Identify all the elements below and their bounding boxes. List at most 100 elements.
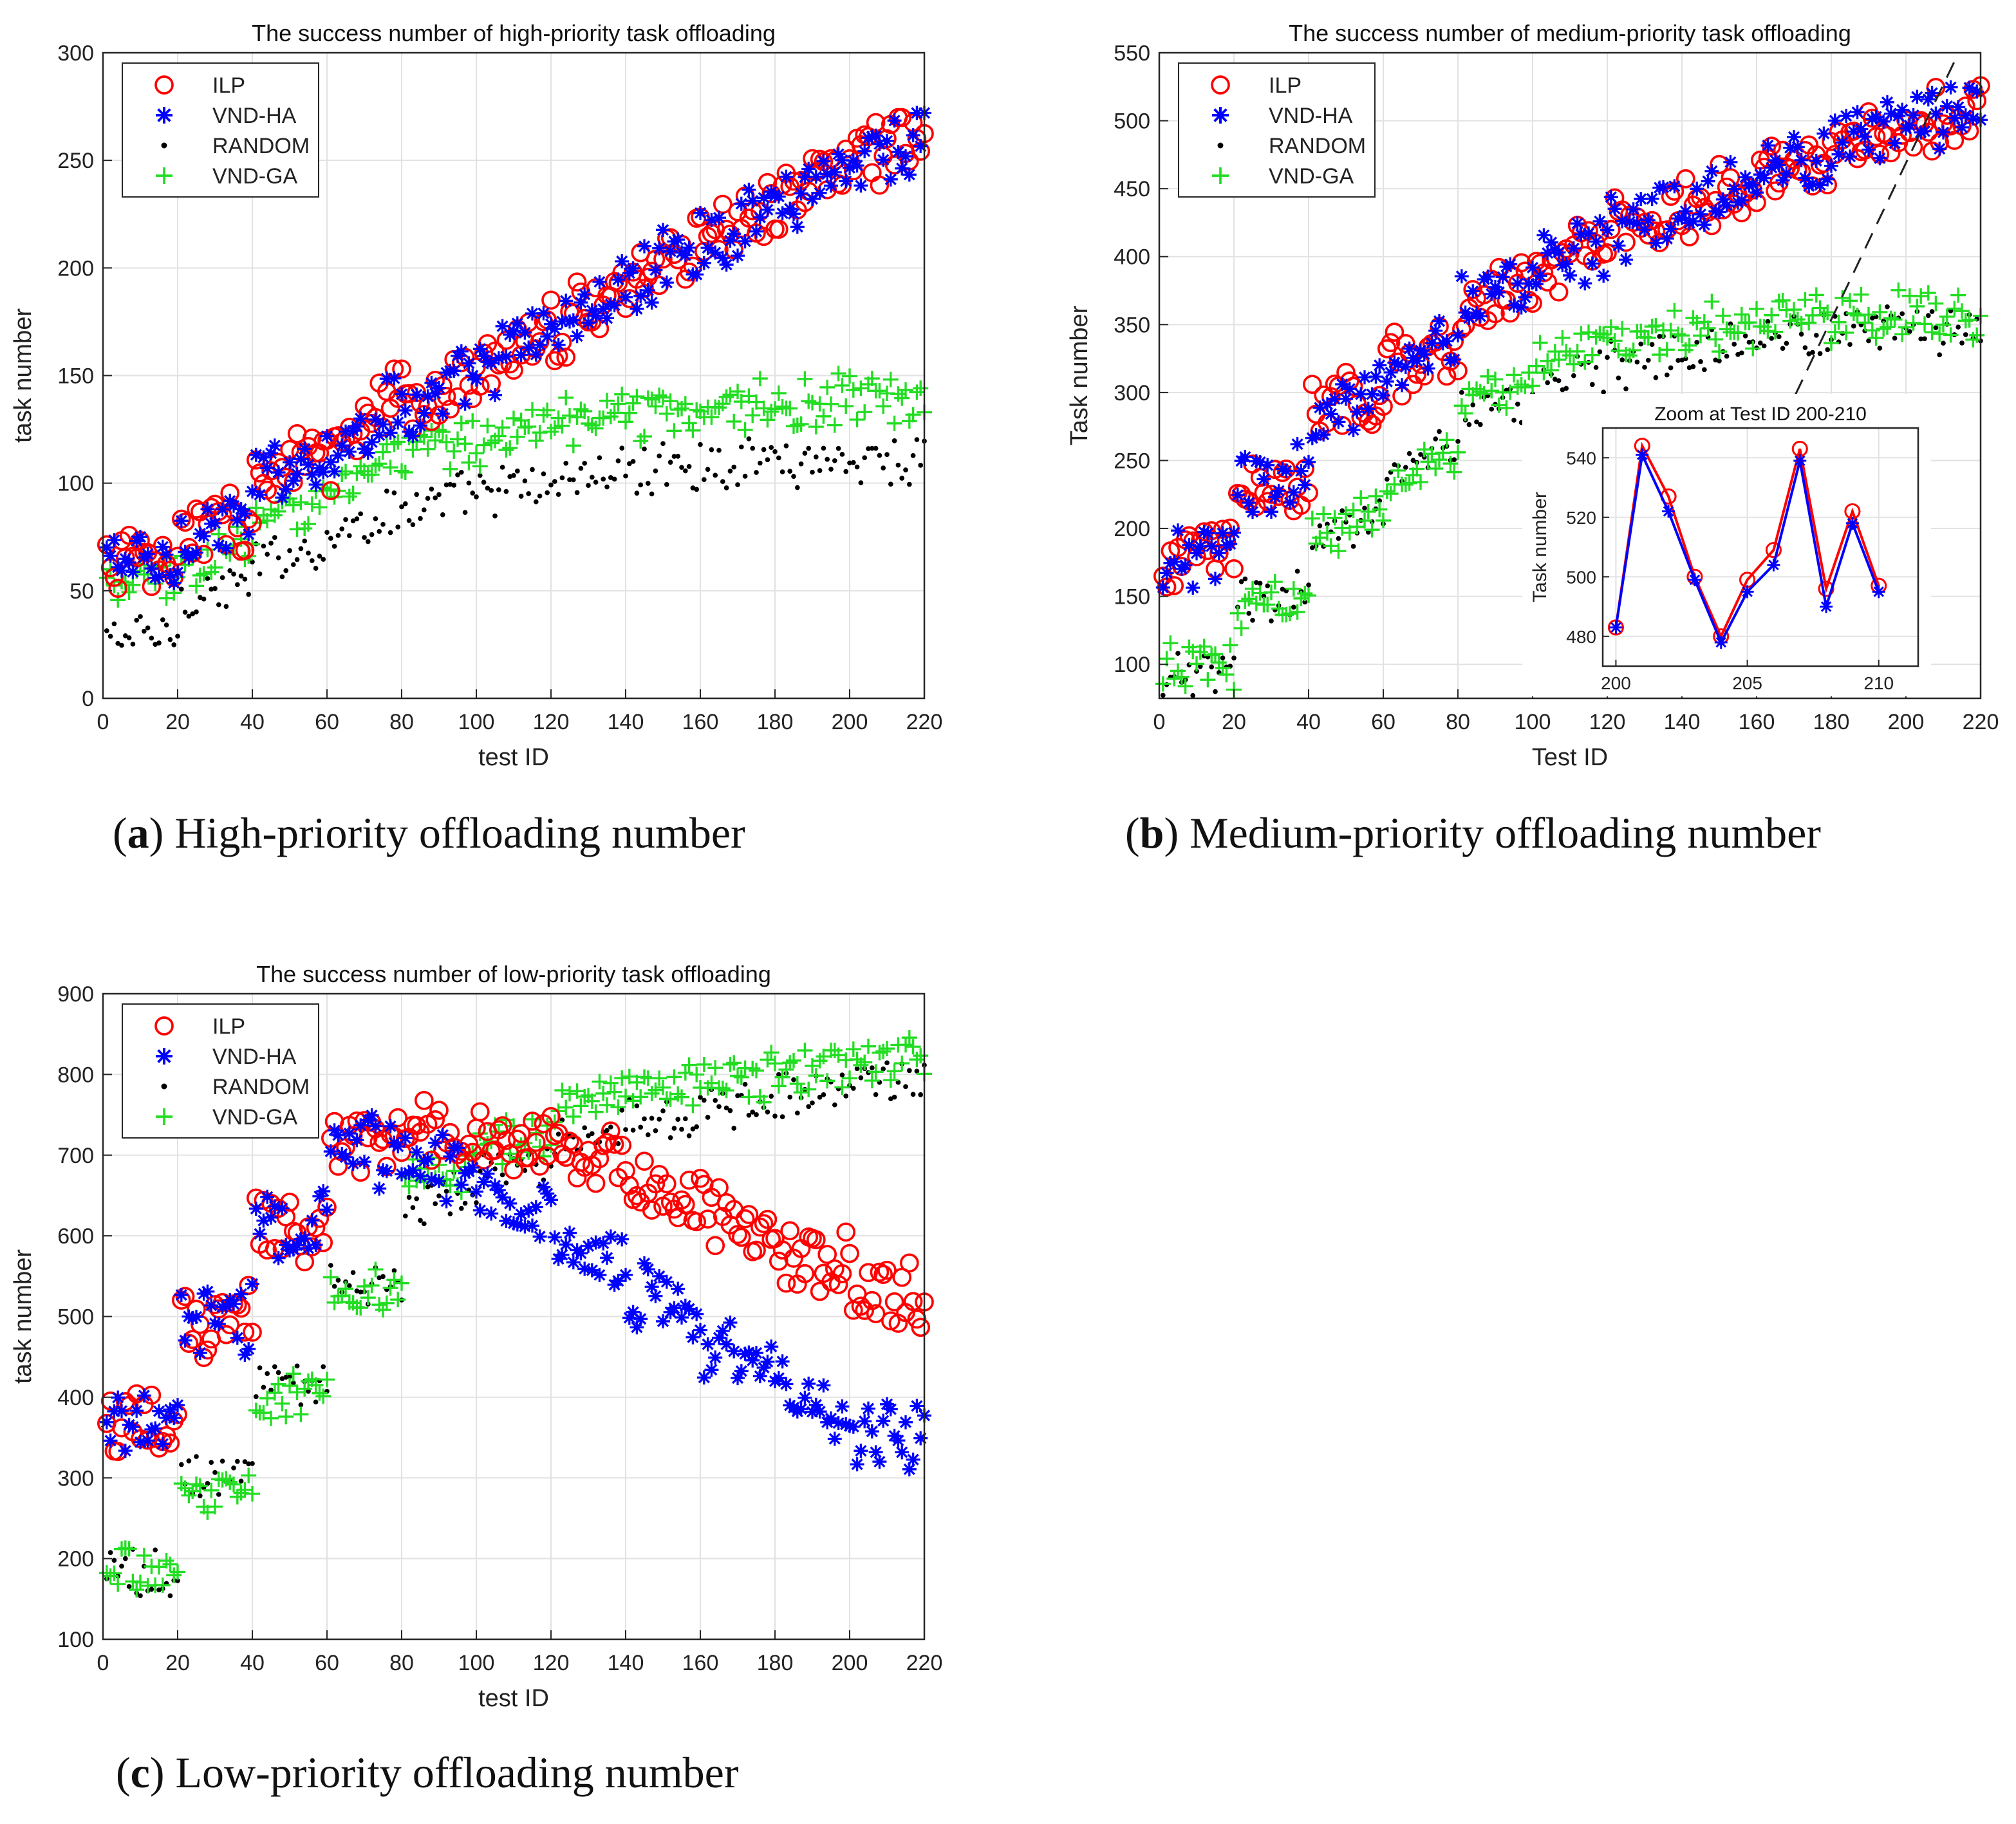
data-point (391, 1139, 406, 1154)
data-point (836, 1222, 856, 1242)
inset-point (1714, 636, 1728, 649)
data-point (532, 1229, 547, 1244)
data-point (321, 1364, 326, 1370)
data-point (312, 1385, 328, 1401)
data-point (1514, 300, 1529, 315)
data-point (1362, 414, 1382, 434)
data-point (1675, 169, 1695, 189)
data-point (584, 417, 600, 433)
data-point (707, 1060, 723, 1076)
legend-label: RANDOM (212, 134, 310, 158)
data-point (701, 1097, 707, 1103)
data-point (252, 487, 267, 502)
data-point (1887, 136, 1902, 151)
data-point (854, 178, 868, 193)
data-point (866, 1304, 886, 1323)
data-point (215, 1299, 230, 1314)
data-point (687, 1212, 707, 1232)
data-point (737, 422, 753, 438)
data-point (910, 1399, 924, 1413)
data-point (1894, 326, 1910, 342)
data-point (675, 1310, 689, 1325)
data-point (801, 162, 816, 176)
data-point (383, 425, 398, 440)
data-point (689, 402, 705, 418)
data-point (432, 380, 446, 395)
data-point (1892, 335, 1898, 341)
data-point (158, 1552, 174, 1568)
data-point (596, 302, 611, 317)
data-point (623, 473, 628, 479)
data-point (1410, 458, 1416, 463)
x-tick-label: 0 (1153, 710, 1166, 734)
inset-x-tick-label: 210 (1863, 673, 1894, 693)
data-point (607, 298, 622, 313)
data-point (567, 477, 572, 483)
data-point (1913, 288, 1929, 304)
data-point (353, 1118, 368, 1133)
data-point (1937, 352, 1943, 358)
data-point (231, 1465, 236, 1471)
data-point (1204, 539, 1219, 554)
data-point (283, 455, 297, 470)
data-point (842, 1070, 857, 1086)
data-point (282, 1378, 297, 1394)
data-point (886, 415, 902, 431)
data-point (1806, 351, 1812, 357)
data-point (733, 1069, 749, 1085)
data-point (667, 1135, 673, 1140)
data-point (1357, 512, 1372, 528)
data-point (1616, 375, 1621, 381)
data-point (354, 516, 360, 521)
data-point (570, 329, 584, 344)
data-point (1842, 293, 1858, 309)
data-point (787, 207, 801, 221)
data-point (504, 360, 523, 380)
data-point (573, 1098, 589, 1114)
data-point (447, 481, 453, 487)
data-point (235, 541, 255, 560)
data-point (136, 1388, 151, 1403)
data-point (881, 1311, 901, 1331)
data-point (1794, 153, 1809, 167)
data-point (424, 375, 439, 390)
data-point (230, 513, 245, 528)
data-point (364, 1108, 379, 1122)
data-point (528, 1200, 543, 1214)
data-point (1306, 582, 1311, 588)
data-point (1186, 581, 1200, 595)
data-point (819, 379, 835, 395)
data-point (294, 452, 308, 467)
data-point (621, 405, 637, 421)
data-point (550, 410, 566, 426)
data-point (1476, 386, 1492, 402)
data-point (853, 380, 869, 396)
data-point (742, 474, 748, 479)
data-point (663, 244, 678, 259)
data-point (219, 541, 234, 555)
data-point (491, 351, 506, 366)
data-point (416, 1154, 431, 1169)
data-point (872, 1455, 887, 1469)
x-tick-label: 200 (832, 1651, 868, 1675)
data-point (406, 429, 420, 443)
data-point (485, 485, 490, 491)
data-point (425, 1110, 445, 1130)
data-point (174, 514, 189, 528)
data-point (447, 364, 462, 378)
data-point (765, 1109, 770, 1115)
data-point (397, 464, 413, 480)
data-point (604, 1135, 624, 1154)
data-point (891, 145, 906, 160)
data-point (186, 613, 192, 619)
data-point (797, 371, 813, 387)
data-point (1507, 298, 1521, 313)
data-point (790, 219, 805, 234)
data-point (1406, 451, 1412, 456)
data-point (248, 1202, 263, 1216)
data-point (241, 1467, 257, 1484)
data-point (877, 1260, 897, 1280)
data-point (1227, 525, 1241, 540)
data-point (704, 409, 720, 425)
data-point (649, 1115, 655, 1121)
